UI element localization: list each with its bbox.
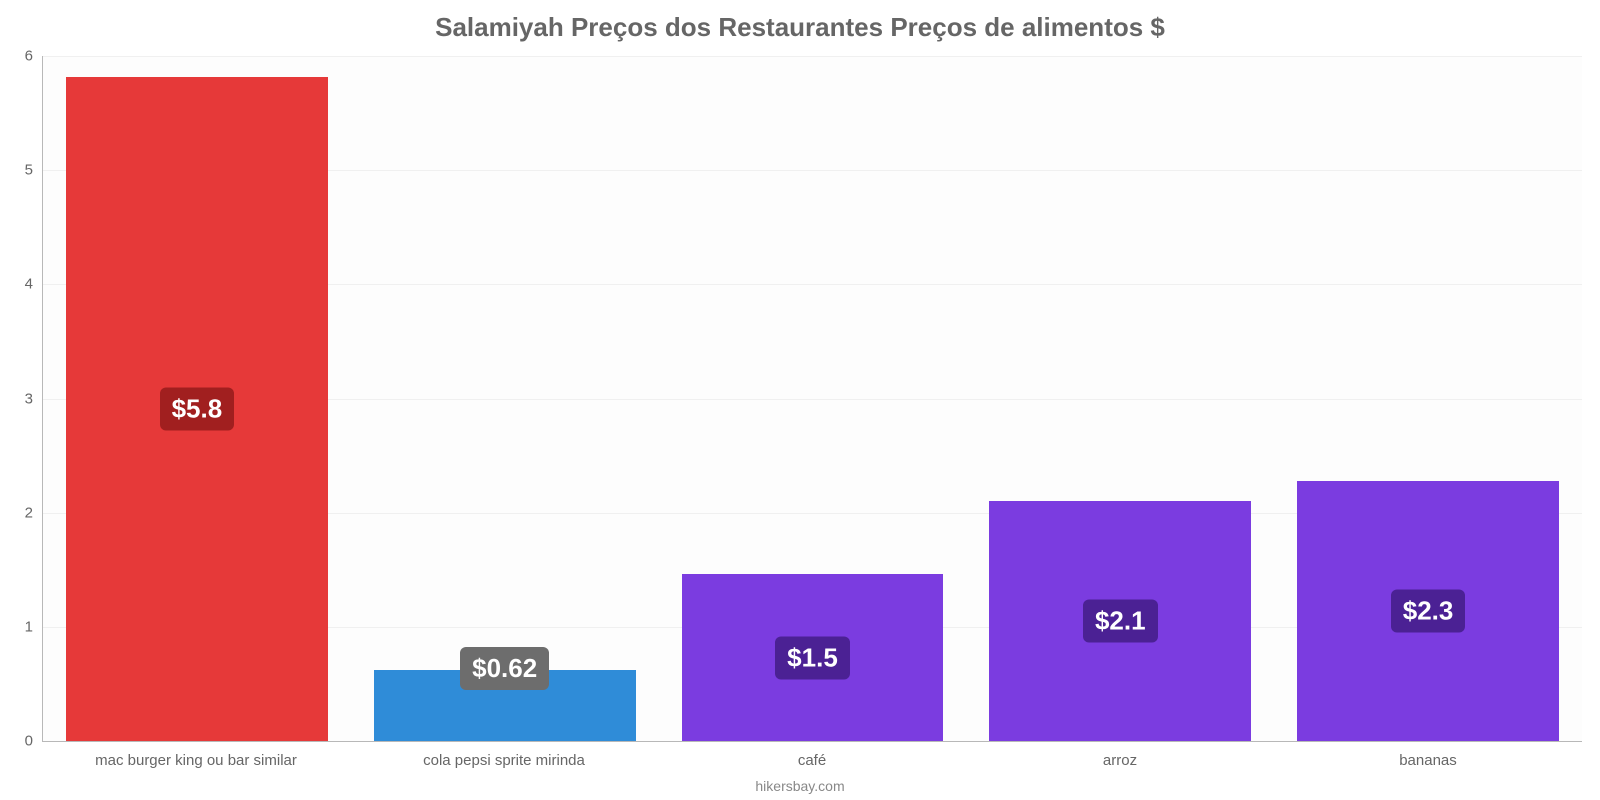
chart-title: Salamiyah Preços dos Restaurantes Preços… — [0, 0, 1600, 43]
x-axis-label: arroz — [966, 752, 1274, 769]
credit-line: hikersbay.com — [0, 778, 1600, 794]
y-tick-label: 1 — [25, 618, 43, 635]
value-badge: $2.1 — [1083, 600, 1158, 643]
bar-slot: $0.62 — [351, 56, 659, 741]
bar-slot: $5.8 — [43, 56, 351, 741]
value-badge: $2.3 — [1391, 589, 1466, 632]
bar: $5.8 — [66, 77, 328, 741]
y-tick-label: 6 — [25, 48, 43, 65]
bar: $2.3 — [1297, 481, 1559, 741]
x-axis-label: mac burger king ou bar similar — [42, 752, 350, 769]
y-tick-label: 0 — [25, 733, 43, 750]
x-axis-label: bananas — [1274, 752, 1582, 769]
x-axis-label: café — [658, 752, 966, 769]
bar-slot: $1.5 — [659, 56, 967, 741]
y-tick-label: 3 — [25, 390, 43, 407]
value-badge: $5.8 — [160, 387, 235, 430]
bar: $0.62 — [374, 670, 636, 741]
bar: $1.5 — [682, 574, 944, 741]
bar-slot: $2.1 — [966, 56, 1274, 741]
bar: $2.1 — [989, 501, 1251, 741]
y-tick-label: 5 — [25, 162, 43, 179]
x-axis-labels: mac burger king ou bar similarcola pepsi… — [42, 752, 1582, 769]
x-axis-label: cola pepsi sprite mirinda — [350, 752, 658, 769]
y-tick-label: 2 — [25, 504, 43, 521]
value-badge: $1.5 — [775, 636, 850, 679]
plot-area: 0123456 $5.8$0.62$1.5$2.1$2.3 — [42, 56, 1582, 742]
y-tick-label: 4 — [25, 276, 43, 293]
bars-row: $5.8 $0.62 $1.5 $2.1 $2.3 — [43, 56, 1582, 741]
bar-slot: $2.3 — [1274, 56, 1582, 741]
price-chart: Salamiyah Preços dos Restaurantes Preços… — [0, 0, 1600, 800]
value-badge: $0.62 — [460, 647, 549, 690]
